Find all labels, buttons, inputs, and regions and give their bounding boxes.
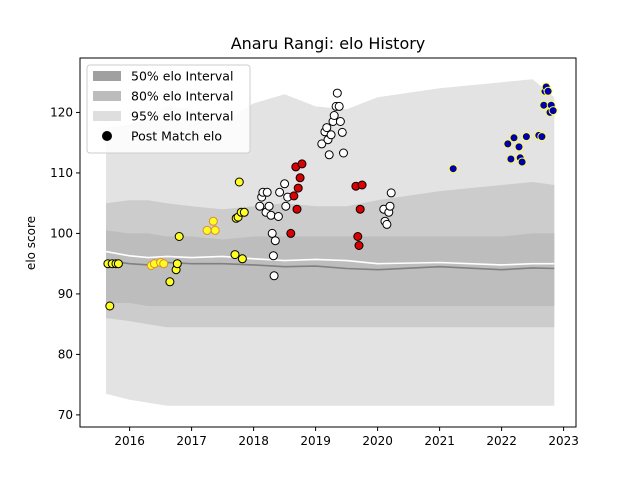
data-point (324, 150, 334, 160)
x-tick-label: 2019 (300, 434, 331, 448)
x-tick-label: 2022 (486, 434, 517, 448)
y-tick-label: 70 (58, 408, 73, 422)
legend-swatch (93, 71, 121, 81)
x-tick-label: 2021 (424, 434, 455, 448)
data-point (543, 86, 553, 96)
data-point (230, 250, 240, 260)
data-point (105, 301, 115, 311)
y-axis-label: elo score (24, 216, 38, 270)
data-point (292, 204, 302, 214)
data-point (237, 254, 247, 264)
legend-label: 80% elo Interval (131, 89, 233, 104)
data-point (281, 201, 291, 211)
data-point (267, 228, 277, 238)
data-point (539, 100, 549, 110)
data-point (517, 157, 527, 167)
data-point (270, 236, 280, 246)
data-point (280, 179, 290, 189)
data-point (335, 117, 345, 126)
data-point (297, 159, 307, 169)
x-tick-label: 2018 (238, 434, 269, 448)
data-point (208, 216, 218, 226)
data-point (386, 188, 396, 198)
data-point (537, 132, 547, 142)
data-point (286, 228, 296, 238)
legend-label: 95% elo Interval (131, 109, 233, 124)
x-tick-label: 2020 (362, 434, 393, 448)
legend-label: Post Match elo (131, 129, 222, 144)
data-point (506, 154, 516, 164)
data-point (172, 259, 182, 269)
data-point (264, 201, 274, 211)
data-point (174, 232, 184, 241)
data-point (255, 201, 265, 211)
legend-box (86, 64, 251, 154)
data-point (357, 180, 367, 190)
x-tick-label: 2023 (548, 434, 579, 448)
data-point (332, 88, 342, 98)
legend-marker (102, 131, 112, 141)
data-point (548, 106, 558, 116)
data-point (322, 123, 332, 133)
data-point (317, 139, 327, 149)
data-point (514, 142, 524, 152)
data-point (382, 219, 392, 229)
data-point (509, 133, 519, 143)
data-point (273, 212, 283, 221)
legend-swatch (93, 111, 121, 121)
data-point (448, 164, 458, 174)
data-point (355, 204, 365, 214)
plot-frame (79, 57, 577, 428)
x-tick-label: 2017 (176, 434, 207, 448)
data-point (521, 132, 531, 142)
data-point (385, 201, 395, 211)
data-point (295, 173, 305, 183)
data-point (113, 259, 123, 269)
axes: 2016 2017 2018 2019 2020 2021 2022 2023 70 80 90 10… (50, 57, 579, 448)
data-point (239, 207, 249, 217)
data-point (269, 271, 279, 281)
data-point (275, 187, 285, 197)
data-point (268, 251, 278, 261)
data-point (337, 127, 347, 137)
data-point (159, 259, 169, 269)
data-point (334, 101, 344, 111)
data-point (329, 111, 339, 120)
data-point (289, 191, 299, 201)
y-tick-label: 120 (50, 105, 73, 119)
data-point (339, 148, 348, 158)
legend-swatch (93, 91, 121, 101)
chart-title: Anaru Rangi: elo History (231, 34, 426, 53)
data-point (210, 225, 220, 235)
data-point (503, 139, 513, 149)
data-point (202, 225, 212, 235)
y-tick-label: 100 (50, 226, 73, 240)
mean-line (105, 250, 555, 266)
data-point (326, 130, 336, 140)
data-point (293, 183, 303, 193)
data-point (165, 277, 175, 287)
y-tick-label: 110 (50, 166, 73, 180)
y-tick-label: 90 (58, 287, 73, 301)
legend-label: 50% elo Interval (131, 69, 233, 84)
band-50 (106, 230, 555, 306)
data-point (262, 187, 272, 197)
plot-area (103, 79, 558, 406)
data-point (234, 177, 244, 187)
y-tick-label: 80 (58, 347, 73, 361)
data-point (266, 210, 276, 220)
data-point (353, 232, 363, 241)
legend: 50% elo Interval 80% elo Interval 95% elo … (86, 64, 251, 154)
data-point (354, 241, 364, 250)
x-tick-label: 2016 (114, 434, 145, 448)
